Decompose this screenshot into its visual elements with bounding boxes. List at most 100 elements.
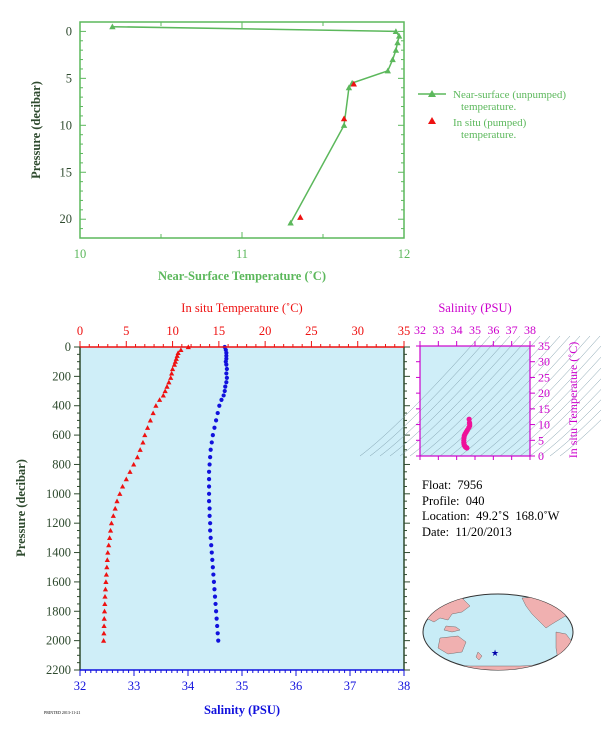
density-contour — [549, 409, 601, 457]
date: Date: 11/20/2013 — [422, 524, 512, 539]
near-surface-xtick-label: 10 — [74, 247, 87, 261]
ts-ytick-label: 30 — [538, 355, 550, 369]
near-surface-point — [340, 122, 348, 128]
salinity-point — [224, 375, 229, 380]
salinity-point — [210, 565, 215, 570]
ts-xtick-label: 37 — [506, 323, 518, 337]
legend-red-marker — [428, 117, 436, 124]
temperature-point — [101, 616, 107, 621]
temperature-point — [171, 362, 178, 367]
near-surface-point — [287, 219, 294, 226]
temperature-point — [103, 579, 109, 584]
temperature-point — [107, 527, 114, 533]
profile-bottom-tick-label: 32 — [74, 679, 87, 693]
temperature-point — [166, 379, 172, 385]
near-surface-point — [109, 23, 116, 30]
temperature-point — [101, 638, 107, 643]
near-surface-legend: Near-surface (unpumped) temperature. In … — [418, 89, 566, 141]
near-surface-ytick-label: 10 — [60, 118, 73, 132]
salinity-point — [206, 477, 212, 482]
salinity-point — [217, 403, 222, 408]
near-surface-point — [392, 46, 400, 53]
salinity-point — [209, 550, 214, 555]
near-surface-point — [345, 84, 353, 91]
density-contour — [449, 335, 571, 457]
salinity-point — [213, 601, 218, 607]
salinity-point — [208, 528, 213, 533]
ts-ytick-label: 25 — [538, 370, 550, 384]
legend-label-1-line1: Near-surface (unpumped) — [453, 89, 566, 101]
salinity-point — [212, 594, 218, 599]
salinity-point — [206, 499, 212, 504]
in-situ-point — [350, 80, 357, 87]
profile-bottom-tick-label: 38 — [398, 679, 411, 693]
temperature-point — [102, 593, 108, 599]
ts-point — [464, 445, 470, 451]
salinity-point — [214, 616, 219, 621]
float-number: Float: 7956 — [422, 478, 483, 492]
profile-bottom-tick-label: 35 — [236, 679, 249, 693]
salinity-point — [208, 521, 213, 526]
temperature-point — [105, 549, 111, 555]
density-contour — [439, 335, 561, 457]
salinity-point — [224, 371, 229, 376]
temperature-point — [117, 491, 123, 496]
density-contour — [399, 335, 521, 457]
temperature-point — [150, 410, 156, 416]
in-situ-point — [340, 115, 348, 122]
ts-xtick-label: 32 — [414, 323, 426, 337]
near-surface-chart: 10 11 12 0 5 10 15 20 Near-Surface Temperature … — [29, 21, 566, 283]
map-land-newzealand — [475, 651, 483, 661]
temperature-point — [127, 469, 133, 474]
map-land-australia — [437, 635, 467, 655]
density-contour — [539, 399, 601, 457]
temperature-point — [101, 608, 108, 614]
profile-ytick-label: 1000 — [46, 487, 71, 501]
near-surface-point — [389, 56, 396, 63]
profile-bottom-tick-label: 37 — [344, 679, 357, 693]
near-surface-xlabel: Near-Surface Temperature (˚C) — [158, 269, 326, 283]
temperature-point — [169, 366, 176, 372]
profile-ytick-label: 200 — [52, 369, 71, 383]
near-surface-ticks: 10 11 12 0 5 10 15 20 — [60, 22, 410, 261]
near-surface-series — [109, 23, 403, 226]
temperature-point — [101, 623, 107, 629]
float-location-star: ★ — [491, 648, 499, 658]
temperature-point — [102, 586, 109, 592]
temperature-point — [101, 630, 107, 636]
profile-top-tick-label: 10 — [166, 324, 179, 338]
density-contour — [489, 345, 601, 457]
temperature-point — [147, 417, 153, 423]
profile-top-tick-label: 0 — [77, 324, 83, 338]
temperature-point — [144, 425, 151, 430]
map-land-indonesia — [443, 625, 461, 633]
in-situ-point — [297, 214, 304, 220]
ts-ytick-label: 35 — [538, 339, 550, 353]
profile-ytick-label: 1200 — [46, 516, 71, 530]
near-surface-line — [112, 25, 400, 224]
temperature-point — [112, 505, 118, 511]
near-surface-ytick-label: 15 — [60, 165, 73, 179]
profile-number: Profile: 040 — [422, 493, 485, 508]
salinity-point — [212, 587, 217, 592]
profile-bottom-tick-label: 33 — [128, 679, 141, 693]
salinity-point — [224, 362, 229, 367]
profile-series — [101, 344, 229, 643]
ts-frame — [419, 345, 531, 457]
profile-bottom-tick-label: 36 — [290, 679, 303, 693]
profile-top-xlabel: In situ Temperature (˚C) — [181, 301, 302, 315]
temperature-point — [162, 388, 168, 394]
salinity-point — [207, 513, 212, 518]
density-contour — [529, 389, 601, 457]
ts-xtick-label: 34 — [451, 323, 463, 337]
temperature-point — [169, 370, 175, 376]
temperature-point — [137, 447, 143, 452]
salinity-point — [224, 366, 229, 372]
ts-ytick-label: 20 — [538, 386, 550, 400]
temperature-point — [123, 476, 129, 482]
density-contour — [469, 335, 591, 457]
temperature-point — [157, 397, 163, 402]
density-contour — [559, 419, 601, 457]
